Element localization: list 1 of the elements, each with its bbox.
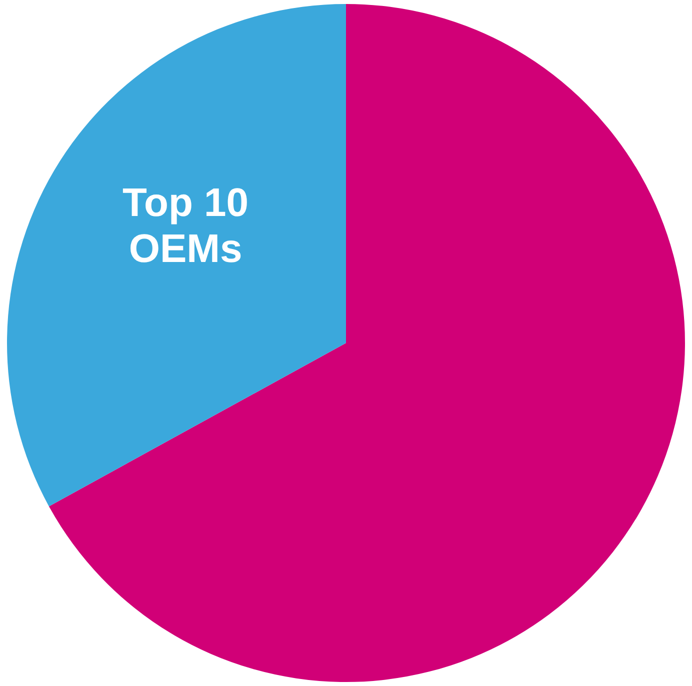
slice-label: Top 10 OEMs — [122, 181, 248, 272]
